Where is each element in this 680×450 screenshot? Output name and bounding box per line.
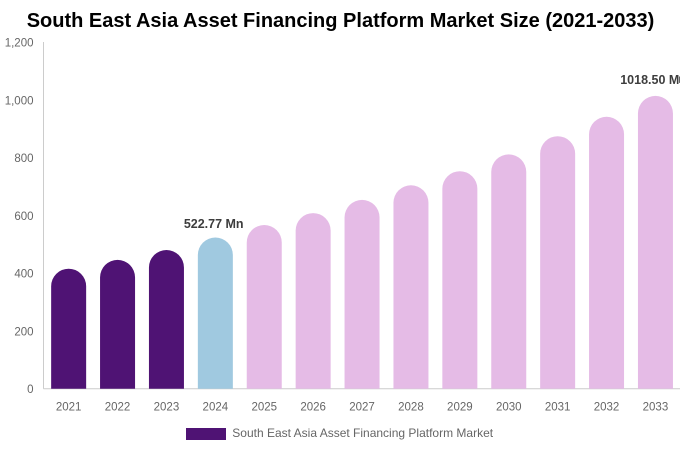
svg-text:400: 400 — [14, 269, 33, 281]
svg-text:200: 200 — [14, 326, 33, 338]
svg-text:2023: 2023 — [154, 401, 180, 413]
svg-text:1,200: 1,200 — [5, 38, 34, 50]
svg-text:2026: 2026 — [300, 401, 326, 413]
svg-text:2024: 2024 — [203, 401, 229, 413]
svg-text:2021: 2021 — [56, 401, 82, 413]
svg-text:600: 600 — [14, 211, 33, 223]
svg-text:0: 0 — [27, 384, 33, 396]
svg-text:2030: 2030 — [496, 401, 522, 413]
svg-text:2031: 2031 — [545, 401, 571, 413]
svg-text:1,000: 1,000 — [5, 95, 34, 107]
svg-text:2028: 2028 — [398, 401, 424, 413]
svg-text:2032: 2032 — [594, 401, 620, 413]
svg-text:800: 800 — [14, 153, 33, 165]
svg-text:2029: 2029 — [447, 401, 473, 413]
svg-text:South East Asia Asset Financin: South East Asia Asset Financing Platform… — [232, 426, 493, 440]
svg-text:522.77 Mn: 522.77 Mn — [184, 217, 244, 231]
svg-text:1018.50 Mn: 1018.50 Mn — [620, 73, 680, 87]
svg-text:South East Asia Asset Financin: South East Asia Asset Financing Platform… — [27, 10, 655, 32]
svg-text:2033: 2033 — [643, 401, 669, 413]
svg-text:2027: 2027 — [349, 401, 375, 413]
svg-text:2022: 2022 — [105, 401, 131, 413]
svg-text:2025: 2025 — [251, 401, 277, 413]
